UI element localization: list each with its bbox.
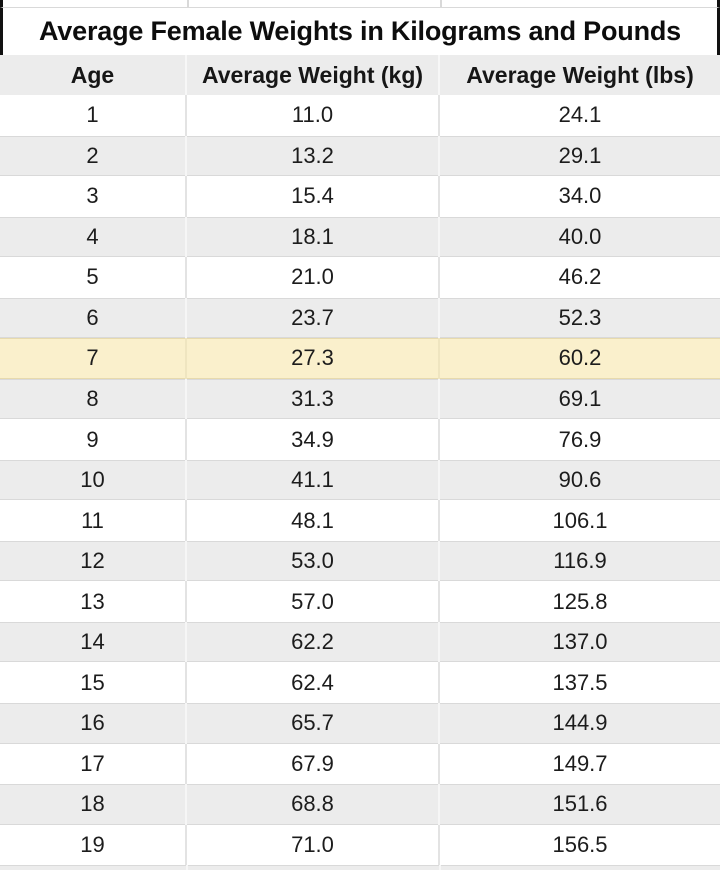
kg-cell: 53.0 bbox=[187, 540, 440, 582]
age-cell: 16 bbox=[0, 702, 187, 744]
kg-cell: 71.0 bbox=[187, 824, 440, 866]
column-divider bbox=[187, 0, 189, 7]
lbs-cell: 52.3 bbox=[558, 304, 602, 330]
age-cell: 14 bbox=[0, 621, 187, 663]
table-row: 15 62.4 137.5 bbox=[0, 662, 720, 703]
table-row: 3 15.4 34.0 bbox=[0, 176, 720, 217]
table-row: 17 67.9 149.7 bbox=[0, 743, 720, 785]
age-cell: 1 bbox=[0, 95, 187, 136]
table-row-highlighted: 7 27.3 60.2 bbox=[0, 338, 720, 379]
age-cell: 15 bbox=[0, 662, 187, 703]
table-row: 4 18.1 40.0 bbox=[0, 216, 720, 258]
age-cell: 19 bbox=[0, 824, 187, 866]
cropped-row-top bbox=[0, 0, 720, 8]
lbs-cell: 137.0 bbox=[552, 629, 608, 655]
kg-cell: 62.4 bbox=[187, 662, 440, 703]
age-cell: 18 bbox=[0, 784, 187, 825]
age-cell: 13 bbox=[0, 581, 187, 622]
table-body: 1 11.0 24.1 2 13.2 29.1 3 15.4 34.0 4 18.1 40.0 5 21.… bbox=[0, 95, 720, 866]
table-title-row: Average Female Weights in Kilograms and … bbox=[0, 8, 720, 55]
column-header-age: Age bbox=[0, 55, 187, 95]
column-header-lbs: Average Weight (lbs) bbox=[466, 61, 694, 88]
column-divider bbox=[186, 865, 188, 870]
table-row: 2 13.2 29.1 bbox=[0, 135, 720, 177]
table-row: 13 57.0 125.8 bbox=[0, 581, 720, 622]
kg-cell: 68.8 bbox=[187, 784, 440, 825]
lbs-cell: 144.9 bbox=[552, 710, 608, 736]
kg-cell: 21.0 bbox=[187, 257, 440, 298]
table-title: Average Female Weights in Kilograms and … bbox=[39, 16, 681, 46]
kg-cell: 15.4 bbox=[187, 176, 440, 217]
lbs-cell: 60.2 bbox=[558, 345, 602, 371]
cropped-row-bottom bbox=[0, 865, 720, 870]
table-row: 6 23.7 52.3 bbox=[0, 297, 720, 339]
lbs-cell: 76.9 bbox=[558, 426, 602, 452]
column-divider bbox=[439, 865, 441, 870]
table-row: 11 48.1 106.1 bbox=[0, 500, 720, 541]
kg-cell: 41.1 bbox=[187, 459, 440, 501]
table-row: 9 34.9 76.9 bbox=[0, 419, 720, 460]
age-cell: 9 bbox=[0, 419, 187, 460]
age-cell: 2 bbox=[0, 135, 187, 177]
age-cell: 11 bbox=[0, 500, 187, 541]
table-header-row: Age Average Weight (kg) Average Weight (… bbox=[0, 55, 720, 95]
lbs-cell: 149.7 bbox=[552, 750, 608, 776]
table-row: 5 21.0 46.2 bbox=[0, 257, 720, 298]
kg-cell: 13.2 bbox=[187, 135, 440, 177]
kg-cell: 23.7 bbox=[187, 297, 440, 339]
age-cell: 10 bbox=[0, 459, 187, 501]
lbs-cell: 156.5 bbox=[552, 831, 608, 857]
lbs-cell: 137.5 bbox=[552, 669, 608, 695]
kg-cell: 18.1 bbox=[187, 216, 440, 258]
lbs-cell: 106.1 bbox=[552, 507, 608, 533]
age-cell: 5 bbox=[0, 257, 187, 298]
lbs-cell: 29.1 bbox=[558, 142, 602, 168]
table-row: 19 71.0 156.5 bbox=[0, 824, 720, 866]
lbs-cell: 34.0 bbox=[558, 183, 602, 209]
kg-cell: 65.7 bbox=[187, 702, 440, 744]
kg-cell: 34.9 bbox=[187, 419, 440, 460]
column-header-kg: Average Weight (kg) bbox=[187, 55, 440, 95]
lbs-cell: 116.9 bbox=[553, 548, 607, 574]
lbs-cell: 69.1 bbox=[558, 385, 602, 411]
age-cell: 6 bbox=[0, 297, 187, 339]
kg-cell: 11.0 bbox=[187, 95, 440, 136]
column-divider bbox=[440, 0, 442, 7]
age-cell: 12 bbox=[0, 540, 187, 582]
kg-cell: 62.2 bbox=[187, 621, 440, 663]
table-row: 14 62.2 137.0 bbox=[0, 621, 720, 663]
age-cell: 7 bbox=[0, 338, 187, 379]
lbs-cell: 40.0 bbox=[558, 223, 602, 249]
age-cell: 4 bbox=[0, 216, 187, 258]
table-row: 18 68.8 151.6 bbox=[0, 784, 720, 825]
lbs-cell: 125.8 bbox=[552, 588, 608, 614]
lbs-cell: 151.6 bbox=[552, 791, 608, 817]
age-cell: 17 bbox=[0, 743, 187, 785]
lbs-cell: 90.6 bbox=[558, 467, 602, 493]
lbs-cell: 46.2 bbox=[558, 264, 602, 290]
kg-cell: 27.3 bbox=[187, 338, 440, 379]
age-cell: 3 bbox=[0, 176, 187, 217]
lbs-cell: 24.1 bbox=[558, 102, 602, 128]
kg-cell: 48.1 bbox=[187, 500, 440, 541]
kg-cell: 67.9 bbox=[187, 743, 440, 785]
kg-cell: 31.3 bbox=[187, 378, 440, 420]
table-row: 12 53.0 116.9 bbox=[0, 540, 720, 582]
kg-cell: 57.0 bbox=[187, 581, 440, 622]
table-row: 16 65.7 144.9 bbox=[0, 702, 720, 744]
age-cell: 8 bbox=[0, 378, 187, 420]
table-row: 8 31.3 69.1 bbox=[0, 378, 720, 420]
table-row: 1 11.0 24.1 bbox=[0, 95, 720, 136]
table-row: 10 41.1 90.6 bbox=[0, 459, 720, 501]
